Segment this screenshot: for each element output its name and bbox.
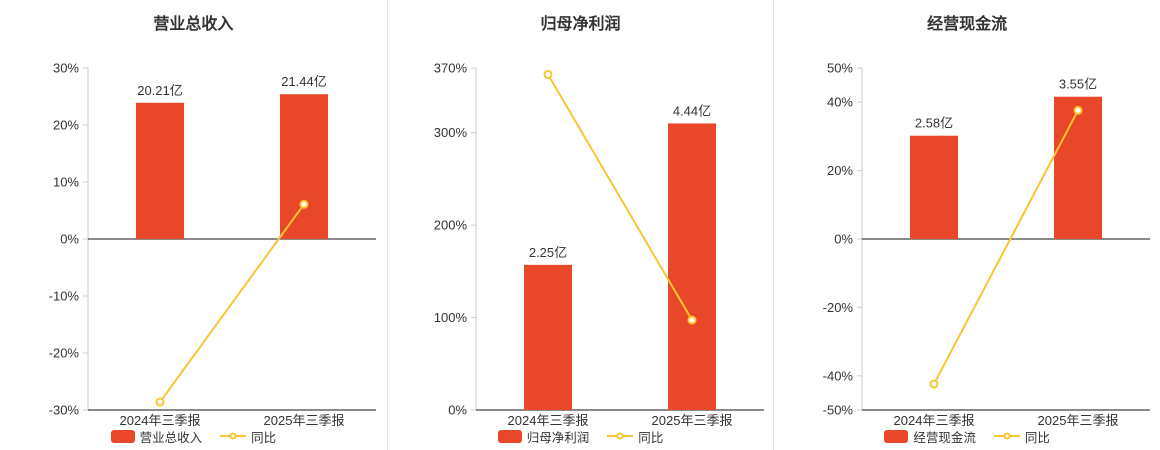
y-tick-label: -30% [49, 403, 80, 418]
y-tick-label: 10% [53, 175, 79, 190]
bar [910, 135, 959, 239]
net-profit-chart: 370% 300% 200% 100% 0% 2.25亿 4.44亿 2024年三季报 2025… [433, 61, 764, 428]
line-marker-icon [607, 432, 634, 440]
legend-yoy-label: 同比 [638, 430, 664, 445]
y-tick-label: 0% [448, 403, 467, 418]
x-category-label: 2024年三季报 [507, 413, 588, 428]
yoy-point [1073, 105, 1083, 115]
line-marker-icon [993, 432, 1020, 440]
legend-item-yoy[interactable]: 同比 [607, 427, 663, 446]
y-tick-label: -20% [823, 300, 854, 315]
legend-item-yoy[interactable]: 同比 [220, 427, 276, 446]
y-tick-label: 0% [61, 232, 80, 247]
revenue-chart: 30% 20% 10% 0% -10% -20% -30% 20.21亿 21.44亿 2024年… [49, 61, 377, 428]
legend-bar-label: 经营现金流 [913, 430, 976, 445]
y-tick-label: 30% [53, 61, 79, 76]
bar-swatch-icon [497, 429, 522, 443]
legend-yoy-label: 同比 [1024, 430, 1050, 445]
y-tick-label: -50% [823, 403, 854, 418]
yoy-point [929, 379, 939, 389]
ring-icon [1003, 432, 1011, 440]
y-tick-label: 20% [53, 118, 79, 133]
cash-flow-chart: 50% 40% 20% 0% -20% -40% -50% 2.58亿 3.55亿 2024年三季… [823, 61, 1151, 428]
chart-title-cash-flow: 经营现金流 [927, 16, 1008, 33]
bar-swatch-icon [110, 429, 135, 443]
legend-revenue: 营业总收入 同比 [0, 426, 387, 446]
bar-value-label: 2.25亿 [529, 245, 567, 260]
legend-yoy-label: 同比 [251, 430, 277, 445]
legend-item-bar[interactable]: 归母净利润 [497, 427, 590, 446]
y-tick-label: 0% [835, 232, 854, 247]
legend-net-profit: 归母净利润 同比 [388, 426, 774, 446]
yoy-point [155, 397, 165, 407]
bar [523, 264, 572, 410]
y-tick-label: 200% [433, 218, 467, 233]
legend-item-yoy[interactable]: 同比 [993, 427, 1050, 446]
bar-value-label: 2.58亿 [915, 116, 953, 131]
bar [1054, 96, 1103, 239]
legend-item-bar[interactable]: 经营现金流 [884, 427, 976, 446]
ring-icon [616, 432, 624, 440]
bar [136, 102, 185, 240]
chart-title-net-profit: 归母净利润 [540, 16, 621, 33]
bar-value-label: 4.44亿 [673, 103, 711, 118]
x-category-label: 2024年三季报 [120, 413, 201, 428]
y-tick-label: 370% [433, 61, 467, 76]
y-tick-label: 50% [827, 61, 853, 76]
y-tick-label: -10% [49, 289, 80, 304]
x-category-label: 2025年三季报 [264, 413, 345, 428]
yoy-point [299, 199, 309, 209]
y-tick-label: 300% [433, 125, 467, 140]
chart-panel-revenue: 营业总收入 30% 20% 10% 0% -10% -20% -30% 20.21亿 21.44… [0, 0, 387, 450]
bar [280, 94, 329, 239]
y-tick-label: 100% [433, 310, 467, 325]
line-marker-icon [220, 432, 247, 440]
x-category-label: 2025年三季报 [651, 413, 732, 428]
yoy-line [933, 109, 1080, 385]
legend-item-bar[interactable]: 营业总收入 [110, 427, 203, 446]
y-tick-label: -40% [823, 368, 854, 383]
bar [667, 123, 716, 410]
chart-title-revenue: 营业总收入 [153, 16, 234, 33]
legend-bar-label: 营业总收入 [139, 430, 203, 445]
bar-value-label: 21.44亿 [282, 74, 328, 89]
chart-panel-net-profit: 归母净利润 370% 300% 200% 100% 0% 2.25亿 4.44亿 2024年三… [386, 0, 774, 450]
yoy-line [159, 203, 306, 403]
yoy-point [687, 315, 697, 325]
x-category-label: 2024年三季报 [894, 413, 975, 428]
yoy-point [543, 69, 553, 79]
y-tick-label: 40% [827, 95, 853, 110]
y-tick-label: 20% [827, 163, 853, 178]
yoy-line [546, 73, 693, 321]
chart-panel-cash-flow: 经营现金流 50% 40% 20% 0% -20% -40% -50% 2.58亿 3.55亿 2… [773, 0, 1160, 450]
legend-cash-flow: 经营现金流 同比 [774, 426, 1160, 446]
y-tick-label: -20% [49, 346, 80, 361]
bar-swatch-icon [884, 429, 909, 443]
ring-icon [229, 432, 237, 440]
legend-bar-label: 归母净利润 [526, 430, 590, 445]
bar-value-label: 20.21亿 [138, 83, 184, 98]
bar-value-label: 3.55亿 [1059, 77, 1097, 92]
x-category-label: 2025年三季报 [1038, 413, 1119, 428]
